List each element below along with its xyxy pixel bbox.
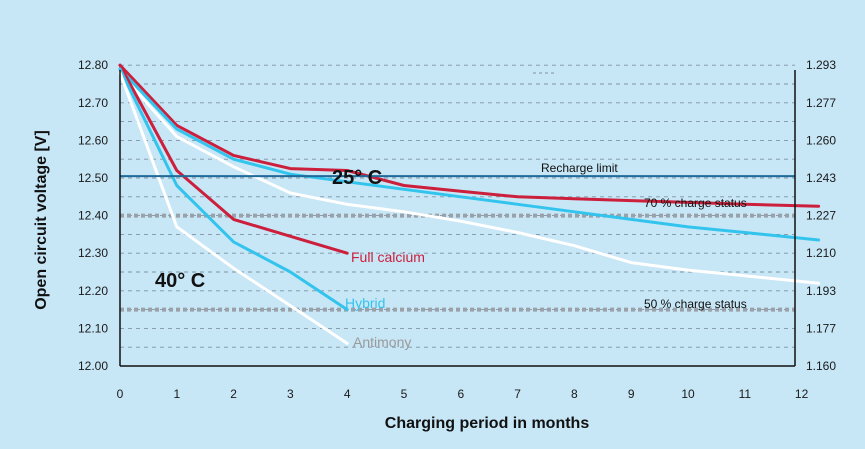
series-line-antimony-25c: [118, 71, 821, 285]
y-tick-label-left: 12.50: [78, 171, 108, 185]
y-tick-label-left: 12.70: [78, 96, 108, 110]
y-tick-label-right: 1.193: [806, 284, 836, 298]
x-tick-label: 9: [628, 387, 635, 401]
series-label-hybrid: Hybrid: [345, 295, 385, 311]
x-tick-label: 8: [571, 387, 578, 401]
axis-layer: 12.00 1.160 12.10 1.177 12.20 1.193 12.30 1.210…: [78, 58, 836, 401]
y-tick-label-left: 12.20: [78, 284, 108, 298]
label-layer: Charging period in months Open circuit vo…: [33, 130, 747, 432]
y-tick-label-left: 12.10: [78, 321, 108, 335]
x-tick-label: 11: [739, 387, 752, 401]
y-tick-label-right: 1.227: [806, 209, 836, 223]
temp-25-label: 25° C: [332, 167, 382, 189]
x-tick-label: 2: [230, 387, 237, 401]
x-tick-label: 7: [514, 387, 521, 401]
series-line-full-calcium-40c: [118, 63, 349, 255]
series-layer: [118, 63, 821, 345]
y-tick-label-right: 1.177: [806, 321, 836, 335]
series-line-antimony-40c: [118, 71, 349, 345]
y-tick-label-left: 12.00: [78, 359, 108, 373]
y-tick-label-right: 1.243: [806, 171, 836, 185]
x-axis-title: Charging period in months: [385, 415, 590, 432]
y-tick-label-right: 1.277: [806, 96, 836, 110]
x-tick-label: 1: [173, 387, 180, 401]
x-tick-label: 12: [795, 387, 809, 401]
y-tick-label-right: 1.160: [806, 359, 836, 373]
x-tick-label: 4: [344, 387, 351, 401]
series-line-full-calcium-25c: [118, 63, 821, 208]
series-line-hybrid-40c: [118, 67, 349, 312]
charge-70-label: 70 % charge status: [644, 196, 747, 210]
x-tick-label: 5: [401, 387, 408, 401]
recharge-limit-label: Recharge limit: [541, 161, 618, 175]
y-tick-label-left: 12.40: [78, 209, 108, 223]
y-axis-title: Open circuit voltage [V]: [33, 130, 50, 310]
y-tick-label-left: 12.60: [78, 133, 108, 147]
y-tick-label-left: 12.80: [78, 58, 108, 72]
x-tick-label: 6: [457, 387, 464, 401]
series-label-full-calcium: Full calcium: [351, 249, 425, 265]
temp-40-label: 40° C: [155, 270, 205, 292]
y-tick-label-left: 12.30: [78, 246, 108, 260]
x-tick-label: 10: [681, 387, 695, 401]
series-line-hybrid-25c: [118, 67, 821, 242]
y-tick-label-right: 1.210: [806, 246, 836, 260]
y-tick-label-right: 1.260: [806, 133, 836, 147]
y-tick-label-right: 1.293: [806, 58, 836, 72]
x-tick-label: 3: [287, 387, 294, 401]
x-tick-label: 0: [117, 387, 124, 401]
series-label-antimony: Antimony: [353, 334, 411, 350]
charge-50-label: 50 % charge status: [644, 297, 747, 311]
